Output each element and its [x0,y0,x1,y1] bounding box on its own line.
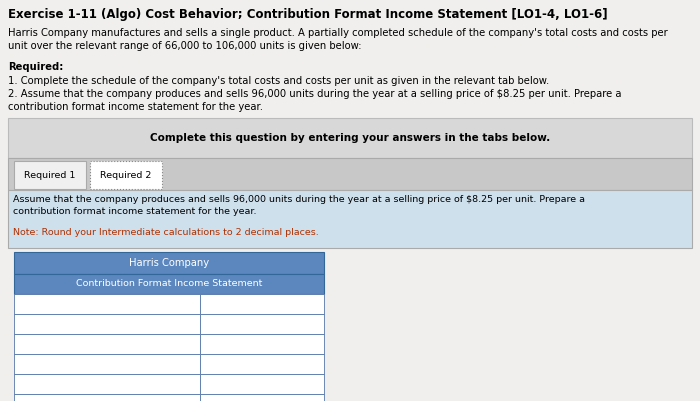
Text: Complete this question by entering your answers in the tabs below.: Complete this question by entering your … [150,133,550,143]
Text: Harris Company: Harris Company [129,258,209,268]
Bar [200,354,324,374]
Text: Assume that the company produces and sells 96,000 units during the year at a sel: Assume that the company produces and sel… [13,195,585,216]
Bar [8,118,692,158]
Bar [14,354,200,374]
Bar [200,334,324,354]
Text: Exercise 1-11 (Algo) Cost Behavior; Contribution Format Income Statement [LO1-4,: Exercise 1-11 (Algo) Cost Behavior; Cont… [8,8,608,21]
Bar [14,334,200,354]
Bar [90,161,162,189]
Text: Contribution Format Income Statement: Contribution Format Income Statement [76,279,262,288]
Bar [200,374,324,394]
Bar [14,274,324,294]
Text: 2. Assume that the company produces and sells 96,000 units during the year at a : 2. Assume that the company produces and … [8,89,622,112]
Bar [14,252,324,274]
Bar [14,374,200,394]
Bar [14,394,200,401]
Text: Note: Round your Intermediate calculations to 2 decimal places.: Note: Round your Intermediate calculatio… [13,228,318,237]
Bar [14,314,200,334]
Text: 1. Complete the schedule of the company's total costs and costs per unit as give: 1. Complete the schedule of the company'… [8,76,550,86]
Bar [8,190,692,248]
Text: Harris Company manufactures and sells a single product. A partially completed sc: Harris Company manufactures and sells a … [8,28,668,51]
Bar [200,294,324,314]
Text: Required:: Required: [8,62,64,72]
Text: Required 2: Required 2 [100,170,152,180]
Bar [14,294,200,314]
Bar [200,394,324,401]
Bar [8,158,692,190]
Text: Required 1: Required 1 [25,170,76,180]
Bar [200,314,324,334]
Bar [14,161,86,189]
